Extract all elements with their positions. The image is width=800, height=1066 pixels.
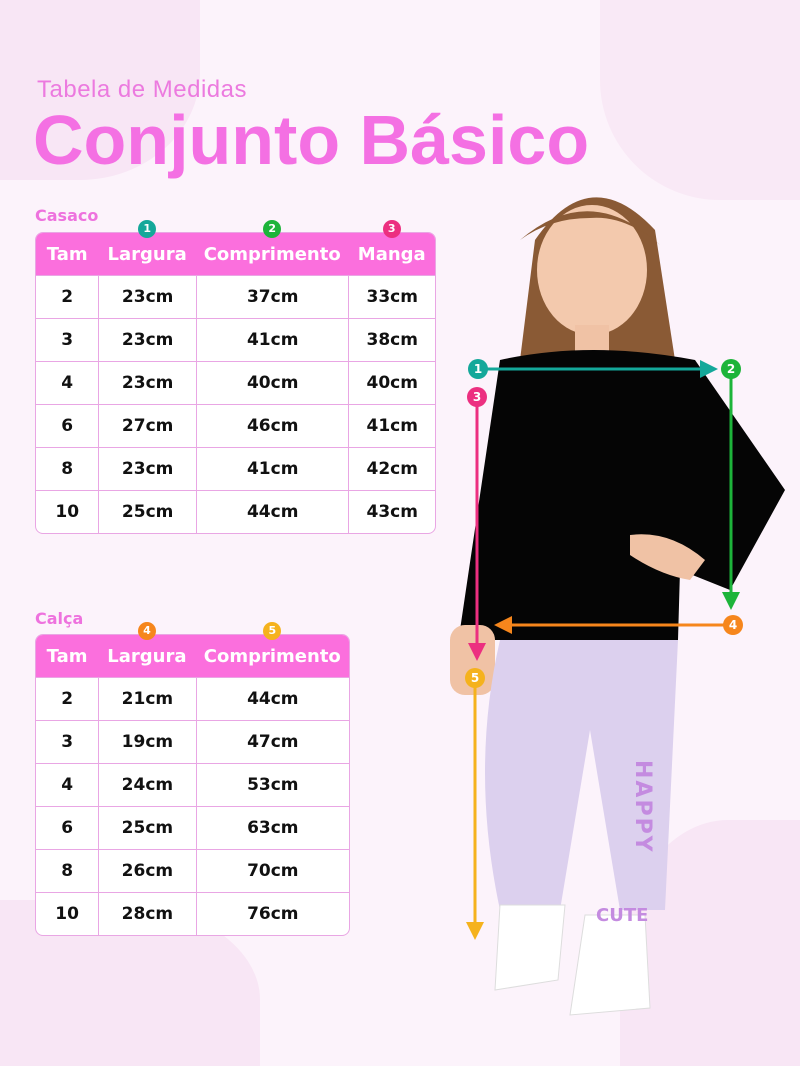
table-cell: 46cm [195,404,349,447]
marker-5-icon: 5 [465,668,485,688]
table-cell: 6 [36,404,99,447]
lilac-leggings [485,640,678,910]
marker-2-icon: 2 [721,359,741,379]
col-header-largura: 4 Largura [98,622,196,677]
table-cell: 23cm [98,361,196,404]
table-cell: 26cm [98,849,196,892]
table-cell: 6 [36,806,99,849]
table-cell: 76cm [195,892,349,935]
table-cell: 44cm [195,677,349,720]
leggings-print-happy: HAPPY [630,760,655,854]
table-row: 10 25cm 44cm 43cm [36,490,435,533]
table-row: 6 27cm 46cm 41cm [36,404,435,447]
table-cell: 2 [36,275,99,318]
table-row: 2 21cm 44cm [36,677,349,720]
table-row: 3 19cm 47cm [36,720,349,763]
table-cell: 42cm [348,447,435,490]
table-cell: 40cm [348,361,435,404]
table-cell: 24cm [98,763,196,806]
table-cell: 23cm [98,447,196,490]
table-cell: 25cm [98,490,196,533]
table-row: 8 26cm 70cm [36,849,349,892]
hair-fringe [520,211,660,245]
table-cell: 38cm [348,318,435,361]
badge-3-icon: 3 [382,220,401,238]
table-cell: 4 [36,763,99,806]
table-cell: 47cm [195,720,349,763]
table-cell: 23cm [98,318,196,361]
table-cell: 3 [36,318,99,361]
shoe [569,914,651,1016]
table-row: 8 23cm 41cm 42cm [36,447,435,490]
leggings-print-cute: CUTE [596,905,649,926]
table-cell: 27cm [98,404,196,447]
table-cell: 41cm [195,318,349,361]
table-cell: 43cm [348,490,435,533]
table-cell: 23cm [98,275,196,318]
table-cell: 44cm [195,490,349,533]
table-row: 10 28cm 76cm [36,892,349,935]
face [537,205,647,335]
calca-label: Calça [35,609,84,628]
badge-1-icon: 1 [138,220,157,238]
col-header-largura: 1 Largura [98,220,196,275]
table-cell: 21cm [98,677,196,720]
table-cell: 2 [36,677,99,720]
table-cell: 37cm [195,275,349,318]
neck [575,325,609,355]
table-row: 4 24cm 53cm [36,763,349,806]
table-row: 3 23cm 41cm 38cm [36,318,435,361]
calca-size-table: Tam 4 Largura 5 Comprimento 2 21cm 44cm 3 19cm… [35,622,350,936]
badge-4-icon: 4 [137,622,156,640]
casaco-size-table: Tam 1 Largura 2 Comprimento 3 Manga 2 23cm 37… [35,220,436,534]
page-subtitle: Tabela de Medidas [37,76,247,103]
table-cell: 3 [36,720,99,763]
table-cell: 19cm [98,720,196,763]
table-cell: 28cm [98,892,196,935]
table-cell: 41cm [348,404,435,447]
marker-4-icon: 4 [723,615,743,635]
table-cell: 33cm [348,275,435,318]
table-cell: 4 [36,361,99,404]
col-header-tam: Tam [36,635,99,677]
page-title: Conjunto Básico [33,101,590,179]
table-cell: 8 [36,849,99,892]
model-photo [450,197,785,1016]
table-cell: 40cm [195,361,349,404]
badge-5-icon: 5 [263,622,282,640]
col-header-manga: 3 Manga [348,220,435,275]
table-cell: 53cm [195,763,349,806]
shoe [494,904,566,991]
marker-3-icon: 3 [467,387,487,407]
table-cell: 41cm [195,447,349,490]
casaco-label: Casaco [35,206,99,225]
table-row: 4 23cm 40cm 40cm [36,361,435,404]
table-cell: 10 [36,892,99,935]
hand [630,534,705,580]
black-shirt [460,350,785,640]
table-cell: 70cm [195,849,349,892]
table-cell: 63cm [195,806,349,849]
col-header-tam: Tam [36,233,99,275]
table-cell: 8 [36,447,99,490]
table-cell: 25cm [98,806,196,849]
badge-2-icon: 2 [263,220,282,238]
col-header-comprimento: 2 Comprimento [195,220,349,275]
table-row: 2 23cm 37cm 33cm [36,275,435,318]
marker-1-icon: 1 [468,359,488,379]
col-header-comprimento: 5 Comprimento [195,622,349,677]
table-row: 6 25cm 63cm [36,806,349,849]
table-cell: 10 [36,490,99,533]
